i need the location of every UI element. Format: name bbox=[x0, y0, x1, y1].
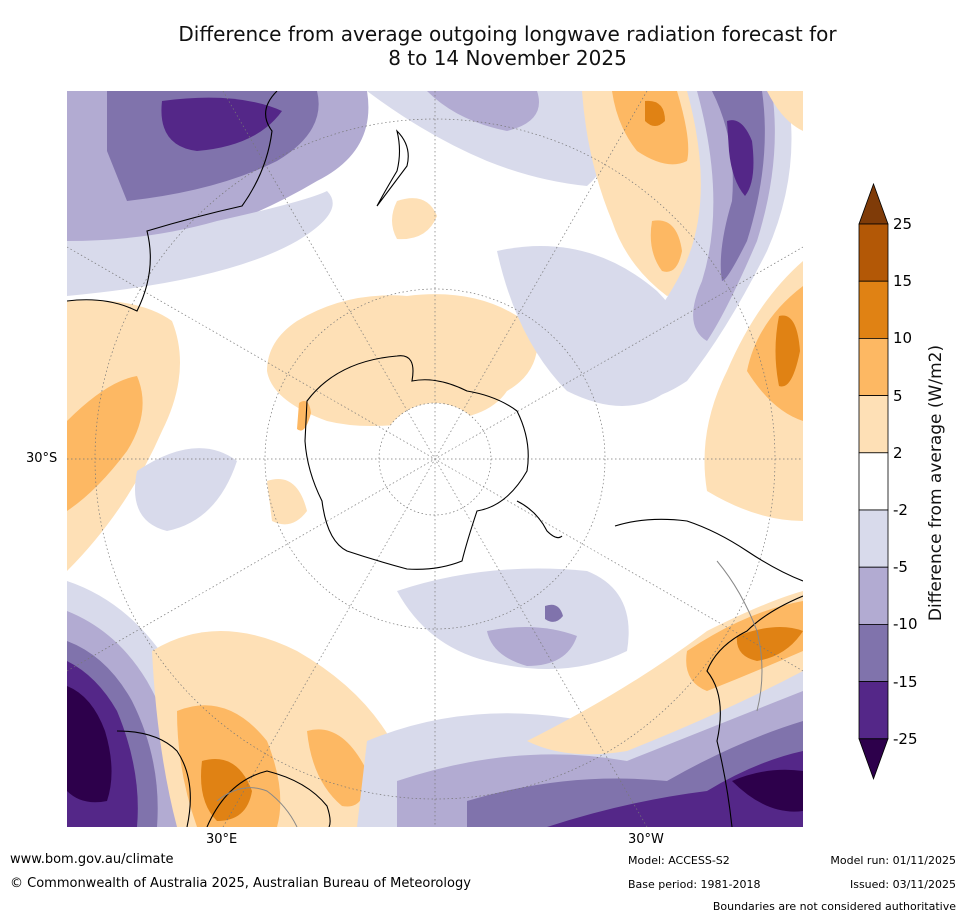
colorbar-band bbox=[858, 566, 889, 625]
anomaly-antarctic-beige bbox=[267, 294, 538, 426]
colorbar-tick-label: -10 bbox=[893, 615, 918, 634]
anomaly-bottom-band-deep bbox=[547, 751, 803, 827]
boundary-south-africa bbox=[216, 787, 298, 827]
anomaly-antarctic-orange bbox=[297, 400, 311, 431]
colorbar-extend-min bbox=[858, 738, 889, 780]
colorbar bbox=[858, 183, 889, 780]
footer-copyright: © Commonwealth of Australia 2025, Austra… bbox=[10, 876, 471, 891]
anomaly-south-america-deep bbox=[775, 315, 800, 387]
anomaly-central-lavender-left bbox=[135, 448, 237, 531]
anomaly-top-band bbox=[367, 91, 610, 186]
colorbar-tick-label: -5 bbox=[893, 558, 908, 577]
colorbar-tick-label: 2 bbox=[893, 443, 903, 462]
colorbar-tick-label: 25 bbox=[893, 215, 913, 233]
colorbar-band bbox=[858, 452, 889, 511]
colorbar-bands bbox=[858, 183, 889, 780]
title-line-2: 8 to 14 November 2025 bbox=[388, 46, 627, 70]
footer-disclaimer: Boundaries are not considered authoritat… bbox=[712, 900, 956, 913]
colorbar-tick-label: 10 bbox=[893, 329, 913, 348]
anomaly-antarctic-beige-west bbox=[267, 479, 307, 525]
coast-new-zealand bbox=[376, 129, 409, 207]
country-boundaries bbox=[216, 560, 763, 827]
colorbar-band bbox=[858, 509, 889, 568]
footer-website: www.bom.gov.au/climate bbox=[10, 852, 174, 867]
footer-model: Model: ACCESS-S2 bbox=[628, 854, 730, 867]
coast-australia bbox=[67, 91, 278, 312]
colorbar-extend-max bbox=[858, 183, 889, 225]
anomaly-top-left-light bbox=[67, 191, 333, 296]
coast-south-america bbox=[614, 518, 803, 827]
anomaly-pacific-tongue-orange bbox=[612, 91, 689, 165]
anomaly-south-atlantic-deep bbox=[736, 627, 803, 661]
anomaly-west-atlantic-orange bbox=[67, 376, 143, 511]
title-line-1: Difference from average outgoing longwav… bbox=[178, 22, 837, 46]
anomaly-top-band-mid bbox=[427, 91, 539, 131]
footer-base-period: Base period: 1981-2018 bbox=[628, 878, 761, 891]
lon-label-30e: 30°E bbox=[206, 832, 238, 847]
coast-antarctic-peninsula bbox=[516, 500, 563, 539]
map-svg bbox=[67, 91, 803, 827]
colorbar-band bbox=[858, 223, 889, 282]
anomaly-top-right-light bbox=[767, 91, 803, 131]
colorbar-title-text: Difference from average (W/m2) bbox=[926, 344, 946, 622]
coast-antarctica bbox=[304, 355, 529, 570]
lon-label-30w: 30°W bbox=[628, 832, 664, 847]
colorbar-tick-label: -2 bbox=[893, 501, 908, 519]
anomaly-central-lavender-south-core bbox=[545, 604, 563, 622]
colorbar-tick-label: -25 bbox=[893, 729, 918, 748]
colorbar-tick-label: 15 bbox=[893, 272, 913, 291]
anomaly-east-pacific-core bbox=[727, 120, 754, 196]
footer-issued: Issued: 03/11/2025 bbox=[849, 878, 956, 891]
boundary-south-america bbox=[716, 560, 763, 712]
anomaly-pacific-tongue-orange-2 bbox=[650, 220, 682, 272]
anomaly-bottom-left-darkest bbox=[67, 686, 112, 803]
anomaly-bottom-centre-orange-2 bbox=[307, 729, 367, 807]
anomaly-nz-beige bbox=[392, 198, 437, 240]
anomaly-pacific-tongue-deep bbox=[645, 100, 665, 126]
colorbar-band bbox=[858, 681, 889, 740]
anomaly-central-lavender-south-mid bbox=[487, 627, 577, 666]
chart-title: Difference from average outgoing longwav… bbox=[100, 22, 915, 70]
colorbar-band bbox=[858, 623, 889, 682]
anomaly-fields bbox=[67, 91, 803, 827]
colorbar-tick-label: -15 bbox=[893, 672, 918, 691]
colorbar-band bbox=[858, 395, 889, 454]
footer-model-run: Model run: 01/11/2025 bbox=[830, 854, 956, 867]
lat-label-30s: 30°S bbox=[26, 451, 58, 466]
anomaly-central-lavender-right bbox=[497, 246, 685, 406]
map-panel bbox=[67, 91, 803, 827]
anomaly-bottom-centre-deep bbox=[201, 759, 252, 821]
colorbar-band bbox=[858, 337, 889, 396]
colorbar-tick-label: 5 bbox=[893, 386, 903, 405]
anomaly-bottom-band-darkest bbox=[732, 769, 803, 812]
colorbar-band bbox=[858, 280, 889, 339]
graticule bbox=[67, 91, 803, 827]
anomaly-top-left-dark bbox=[161, 97, 282, 151]
